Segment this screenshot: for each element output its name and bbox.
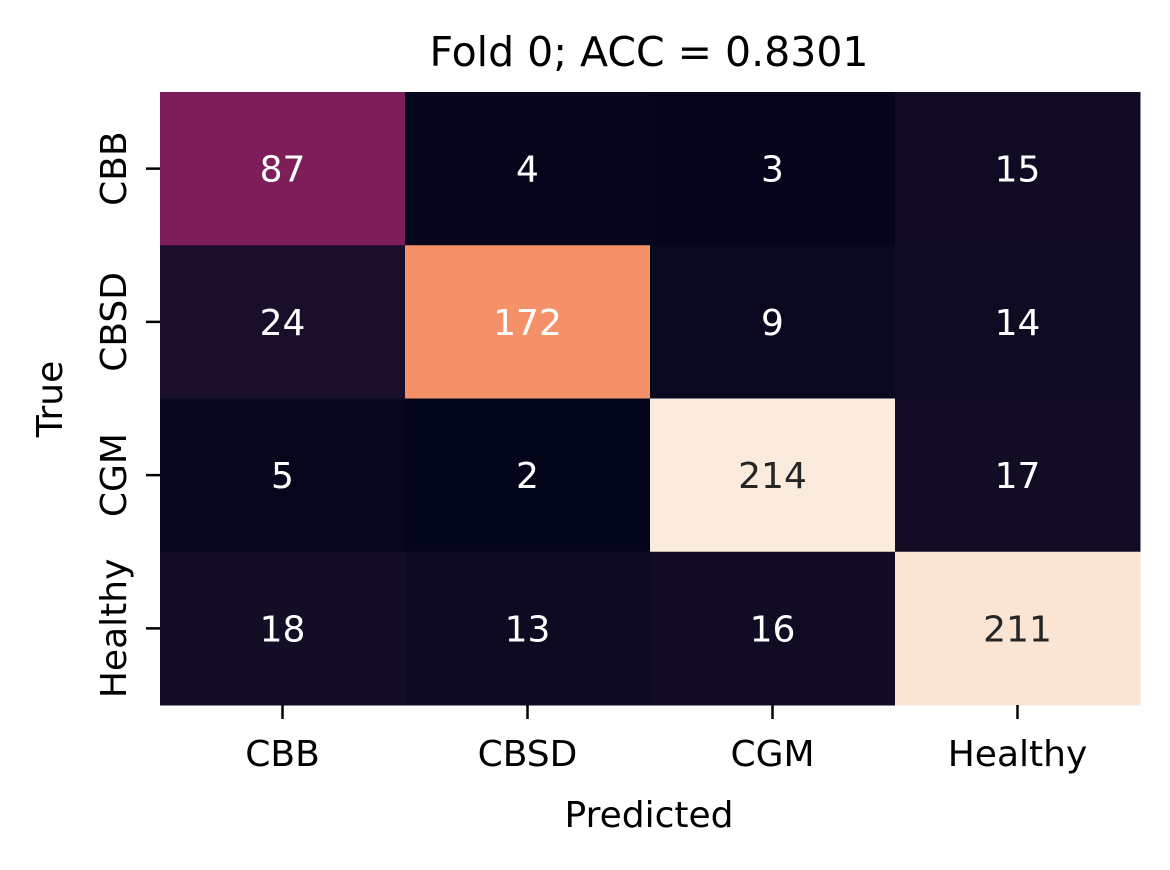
cell-annotations: 87 4 3 15 24 172 9 14 5 2 214 17 18 13 16 211: [260, 150, 1052, 651]
cell-value-label: 214: [738, 456, 807, 497]
heatmap-cell: [895, 92, 1141, 246]
y-tick-label: CBB: [94, 131, 135, 206]
chart-title: Fold 0; ACC = 0.8301: [429, 28, 868, 76]
x-tick-label: Healthy: [948, 734, 1088, 775]
heatmap-cell: [650, 398, 896, 553]
heatmap-cell: [895, 551, 1141, 706]
heatmap-cell: [405, 245, 651, 399]
heatmap-cell: [405, 92, 651, 246]
heatmap-cell: [895, 245, 1141, 399]
x-axis: CBB CBSD CGM Healthy: [245, 705, 1087, 775]
cell-value-label: 16: [750, 609, 796, 650]
cell-value-label: 18: [260, 609, 306, 650]
heatmap-cell: [650, 551, 896, 706]
heatmap-cell: [160, 92, 406, 246]
cell-value-label: 14: [995, 303, 1041, 344]
x-tick-label: CBB: [245, 734, 320, 775]
x-axis-label: Predicted: [565, 795, 734, 836]
cell-value-label: 211: [983, 609, 1052, 650]
heatmap-cell: [405, 551, 651, 706]
heatmap-cell: [650, 245, 896, 399]
y-axis: CBB CBSD CGM Healthy: [94, 131, 160, 698]
cell-value-label: 4: [516, 150, 539, 191]
y-tick-label: Healthy: [94, 559, 135, 699]
cell-value-label: 15: [995, 150, 1041, 191]
y-axis-label: True: [30, 361, 71, 438]
cell-value-label: 17: [995, 456, 1041, 497]
x-tick-label: CGM: [730, 734, 814, 775]
cell-value-label: 5: [271, 456, 294, 497]
cell-value-label: 9: [761, 303, 784, 344]
x-tick-label: CBSD: [478, 734, 578, 775]
cell-value-label: 2: [516, 456, 539, 497]
heatmap-cell: [160, 245, 406, 399]
heatmap-cell: [650, 92, 896, 246]
cell-value-label: 172: [493, 303, 562, 344]
heatmap-cell: [160, 551, 406, 706]
cell-value-label: 13: [505, 609, 551, 650]
heatmap-cell: [895, 398, 1141, 553]
cell-value-label: 24: [260, 303, 306, 344]
heatmap-cells: [160, 92, 1141, 706]
heatmap-cell: [405, 398, 651, 553]
y-tick-label: CBSD: [94, 272, 135, 372]
y-tick-label: CGM: [94, 433, 135, 517]
cell-value-label: 87: [260, 150, 306, 191]
cell-value-label: 3: [761, 150, 784, 191]
heatmap-cell: [160, 398, 406, 553]
